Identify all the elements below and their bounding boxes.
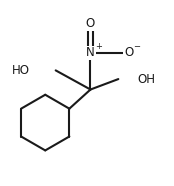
- Text: OH: OH: [137, 73, 155, 86]
- Text: O: O: [124, 46, 133, 60]
- Text: HO: HO: [12, 64, 30, 77]
- Text: N: N: [86, 46, 95, 60]
- Text: −: −: [134, 42, 141, 51]
- Text: O: O: [86, 17, 95, 30]
- Text: +: +: [95, 42, 102, 51]
